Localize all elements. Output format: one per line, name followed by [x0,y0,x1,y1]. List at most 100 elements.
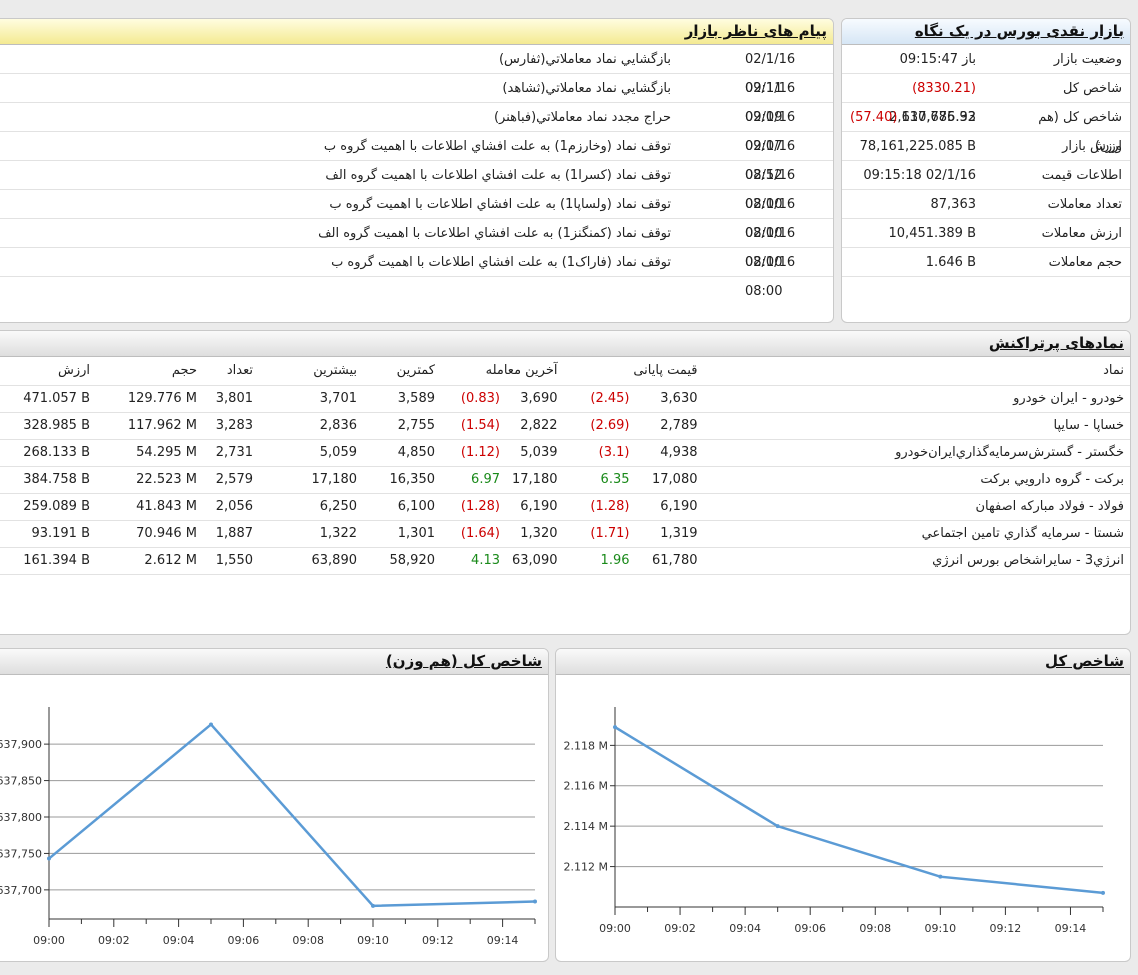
summary-row: تعداد معاملات 87,363 [842,190,1130,219]
cell-value: 328.985 B [0,412,96,440]
col-header-min[interactable]: کمترین [363,357,441,386]
message-item[interactable]: 02/1/16 08:00 توقف نماد (کسرا1) به علت اف… [0,161,833,212]
cell-symbol[interactable]: انرژي3 - سايراشخاص بورس انرژي [762,547,1130,575]
cell-symbol[interactable]: شستا - سرمايه گذاري تامين اجتماعي [762,520,1130,548]
table-row[interactable]: 268.133 B 54.295 M 2,731 5,059 4,850 (1.12) 5,… [0,439,1130,467]
table-row[interactable]: 384.758 B 22.523 M 2,579 17,180 16,350 6.97 17… [0,466,1130,494]
y-tick-label: 637,800 [0,811,42,824]
message-text: بازگشايي نماد معاملاتي(ثفارس) [498,52,671,67]
market-messages-panel: پیام های ناظر بازار 02/1/16 09:11 بازگشاي… [0,18,834,323]
series-line [48,722,536,908]
cell-max: 2,836 [259,412,363,440]
y-tick-label: 2.114 M [564,820,608,833]
col-header-symbol[interactable]: نماد [762,357,1130,386]
summary-value: باز 09:15:47 [899,52,976,67]
table-row[interactable]: 471.057 B 129.776 M 3,801 3,701 3,589 (0.83) 3… [0,385,1130,413]
cell-last-chg: (0.83) [441,385,506,413]
equal-weight-index-chart-title: شاخص کل (هم وزن) [0,649,548,675]
y-tick-label: 637,900 [0,738,42,751]
table-row[interactable]: 161.394 B 2.612 M 1,550 63,890 58,920 4.13 63,… [0,547,1130,575]
cell-symbol[interactable]: خساپا - سايپا [762,412,1130,440]
table-row[interactable]: 259.089 B 41.843 M 2,056 6,250 6,100 (1.28) 6,… [0,493,1130,521]
data-point [371,903,375,908]
cell-max: 6,250 [259,493,363,521]
col-header-max[interactable]: بیشترین [259,357,363,386]
summary-label: حجم معاملات [1048,255,1122,270]
message-time: 02/1/16 08:52 [745,139,796,183]
cell-symbol[interactable]: برکت - گروه دارويي برکت [762,466,1130,494]
summary-value-cell: (57.40) 637,686.32 [848,103,1026,131]
cell-value: 384.758 B [0,466,96,494]
summary-value: 637,686.32 [901,110,976,125]
y-tick-label: 2.112 M [564,861,608,874]
cell-count: 1,887 [203,520,259,548]
cell-last-chg: (1.28) [441,493,506,521]
cell-final-chg: (2.45) [563,385,636,413]
market-summary-panel: بازار نقدی بورس در یک نگاه وضعیت بازار با… [841,18,1131,323]
summary-change: (8330.21) [912,81,976,96]
y-tick-label: 2.118 M [564,739,608,752]
col-header-volume[interactable]: حجم [96,357,203,386]
message-item[interactable]: 02/1/16 09:09 بازگشايي نماد معاملاتي(ثشاه… [0,74,833,125]
summary-change: (57.40) [850,110,898,125]
col-header-final-price[interactable]: قیمت پایانی [563,357,704,386]
summary-value: 2,110,775.93 [889,110,976,125]
data-point [938,874,943,879]
cell-value: 93.191 B [0,520,96,548]
series-line [614,726,1104,895]
data-point [775,824,780,829]
cell-volume: 22.523 M [96,466,203,494]
summary-label: شاخص کل (هم وزن) [1038,110,1122,154]
cell-symbol[interactable]: فولاد - فولاد مبارکه اصفهان [762,493,1130,521]
equal-weight-index-line-chart: 637,700 637,750 637,800 637,850 637,900 09:00… [0,707,537,947]
message-item[interactable]: 02/1/16 08:52 توقف نماد (وخارزم1) به علت … [0,132,833,183]
cell-volume: 117.962 M [96,412,203,440]
x-tick-label: 09:10 [357,934,389,947]
data-point [1101,890,1105,895]
message-item[interactable]: 02/1/16 09:07 حراج مجدد نماد معاملاتي(فبا… [0,103,833,154]
col-header-count[interactable]: تعداد [203,357,259,386]
col-header-last-trade[interactable]: آخرین معامله [441,357,564,386]
x-tick-label: 09:08 [859,922,891,935]
table-row[interactable]: 328.985 B 117.962 M 3,283 2,836 2,755 (1.54) 2… [0,412,1130,440]
message-item[interactable]: 02/1/16 08:00 توقف نماد (فاراک1) به علت ا… [0,248,833,299]
cell-spacer [703,439,763,467]
message-item[interactable]: 02/1/16 09:11 بازگشايي نماد معاملاتي(ثفار… [0,45,833,96]
cell-final: 6,190 [635,493,704,521]
col-header-value[interactable]: ارزش [0,357,96,386]
x-tick-label: 09:02 [664,922,696,935]
cell-symbol[interactable]: خگستر - گسترش‌سرمايه‌گذاري‌ايران‌خودرو [762,439,1130,467]
cell-final: 4,938 [635,439,704,467]
message-time: 02/1/16 09:07 [745,110,796,154]
message-item[interactable]: 02/1/16 08:00 توقف نماد (کمنگنز1) به علت … [0,219,833,270]
message-text: بازگشايي نماد معاملاتي(ثشاهد) [502,81,671,96]
top-symbols-table: ارزش حجم تعداد بیشترین کمترین آخرین معام… [0,357,1130,575]
message-text: توقف نماد (ولساپا1) به علت افشاي اطلاعات… [329,197,671,212]
summary-label: ارزش بازار [1062,139,1122,154]
y-tick-label: 637,750 [0,847,42,860]
x-tick-label: 09:04 [163,934,195,947]
x-tick-label: 09:00 [33,934,65,947]
message-time: 02/1/16 08:00 [745,168,796,212]
summary-label: شاخص کل [1063,81,1122,96]
x-tick-label: 09:14 [487,934,519,947]
summary-value: 78,161,225.085 B [859,139,976,154]
cell-value: 268.133 B [0,439,96,467]
cell-count: 2,056 [203,493,259,521]
cell-symbol[interactable]: خودرو - ايران خودرو [762,385,1130,413]
cell-spacer [703,547,763,575]
summary-row: شاخص کل (هم وزن) (57.40) 637,686.32 [842,103,1130,154]
summary-value: 09:15:18 02/1/16 [863,168,976,183]
cell-last-chg: 4.13 [441,547,506,575]
cell-last-chg: (1.54) [441,412,506,440]
cell-last: 5,039 [506,439,564,467]
summary-value-cell: 78,161,225.085 B [848,132,1026,160]
summary-value-cell: 87,363 [848,190,1026,218]
cell-volume: 54.295 M [96,439,203,467]
table-row[interactable]: 93.191 B 70.946 M 1,887 1,322 1,301 (1.64) 1,3… [0,520,1130,548]
message-item[interactable]: 02/1/16 08:00 توقف نماد (ولساپا1) به علت … [0,190,833,241]
data-point [533,899,537,904]
market-messages-title: پیام های ناظر بازار [0,19,833,45]
cell-volume: 2.612 M [96,547,203,575]
cell-max: 1,322 [259,520,363,548]
